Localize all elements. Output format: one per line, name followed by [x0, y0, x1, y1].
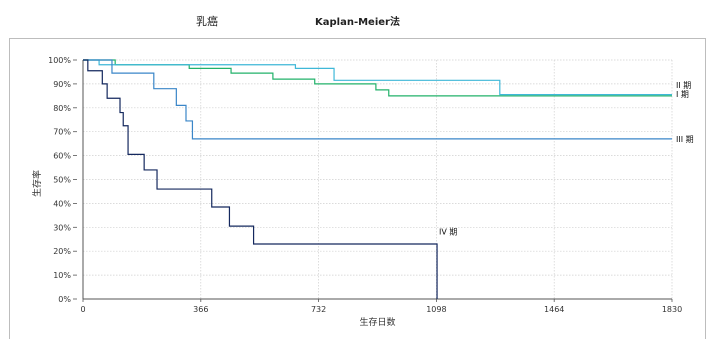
y-tick-label: 90%: [53, 80, 71, 89]
series-label-3: III 期: [676, 135, 694, 144]
x-tick-label: 366: [193, 305, 208, 314]
x-tick-label: 0: [80, 305, 85, 314]
y-tick-label: 0%: [58, 295, 71, 304]
y-tick-label: 80%: [53, 104, 71, 113]
x-tick-label: 1098: [426, 305, 446, 314]
x-axis-title: 生存日数: [359, 316, 395, 328]
chart-title: Kaplan-Meier法: [315, 17, 400, 28]
y-tick-label: 50%: [53, 176, 71, 185]
chart-subtitle: 乳癌: [196, 15, 218, 28]
y-tick-label: 40%: [53, 199, 71, 208]
series-label-1: I 期: [676, 90, 689, 99]
series-line-2: [83, 59, 672, 96]
series-label-4: IV 期: [439, 227, 457, 236]
series-label-2: II 期: [676, 81, 691, 90]
y-tick-label: 10%: [53, 271, 71, 280]
x-tick-label: 1464: [544, 305, 564, 314]
y-tick-label: 20%: [53, 247, 71, 256]
y-tick-label: 60%: [53, 152, 71, 161]
series-line-4: [83, 59, 438, 299]
x-tick-label: 732: [311, 305, 326, 314]
series-line-3: [83, 59, 672, 140]
plot-frame: [9, 38, 706, 339]
y-tick-label: 70%: [53, 128, 71, 137]
y-tick-label: 30%: [53, 223, 71, 232]
x-tick-label: 1830: [662, 305, 682, 314]
y-tick-label: 100%: [48, 56, 71, 65]
y-axis-title: 生存率: [31, 170, 43, 197]
